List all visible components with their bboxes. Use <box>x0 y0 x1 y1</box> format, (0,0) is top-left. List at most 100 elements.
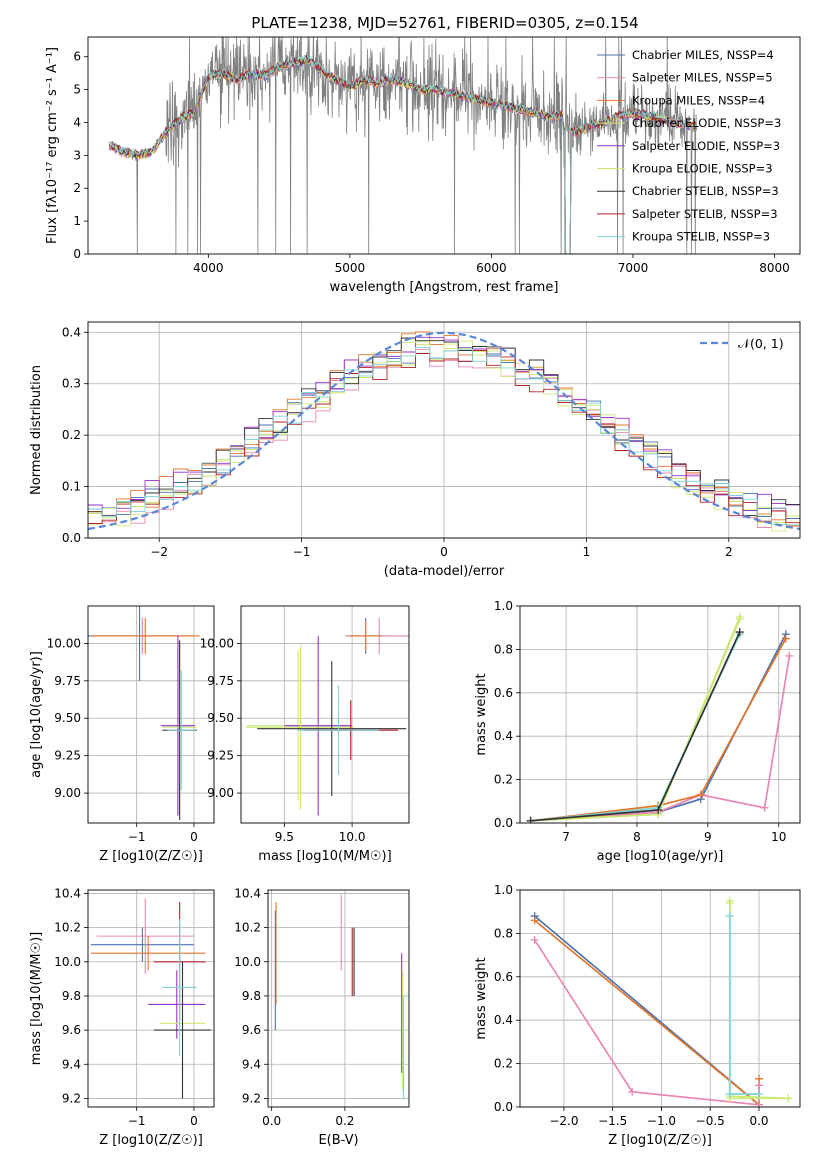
x-tick-label: 7 <box>562 830 570 844</box>
weight-marker-kroupa_stelib <box>725 1089 734 1098</box>
axes-frame <box>267 889 410 1108</box>
y-tick-label: 10.2 <box>234 921 261 935</box>
y-tick-label: 9.00 <box>207 786 234 800</box>
x-tick-label: 8000 <box>759 261 790 275</box>
y-axis-label: Flux [fλ10⁻¹⁷ erg cm⁻² s⁻¹ A⁻¹] <box>45 47 60 244</box>
y-tick-label: 9.6 <box>242 1023 261 1037</box>
plot-area <box>88 331 800 532</box>
weight-marker-kroupa_elodie <box>725 899 734 908</box>
y-tick-label: 1 <box>73 214 81 228</box>
y-tick-label: 0.0 <box>494 816 513 830</box>
residual-histogram-kroupa_stelib <box>88 346 800 526</box>
figure-title: PLATE=1238, MJD=52761, FIBERID=0305, z=0… <box>251 14 638 32</box>
x-tick-label: 9 <box>704 830 712 844</box>
y-axis-label: mass [log10(M/M☉)] <box>29 932 44 1065</box>
weight-marker-kroupa_elodie <box>784 1094 793 1103</box>
weight-marker-salpeter_miles <box>530 935 539 944</box>
weight-marker-kroupa_stelib <box>755 1089 764 1098</box>
x-axis-label: E(B-V) <box>318 1133 358 1148</box>
model-spectrum-line-kroupa_stelib <box>108 55 697 254</box>
weight-marker-salpeter_miles <box>755 1100 764 1107</box>
y-tick-label: 9.25 <box>54 749 81 763</box>
x-tick-label: 10 <box>771 830 786 844</box>
y-tick-label: 9.75 <box>207 674 234 688</box>
y-axis-label: mass weight <box>474 673 489 755</box>
weight-marker-kroupa_miles <box>530 916 539 925</box>
y-tick-label: 9.50 <box>207 711 234 725</box>
axes-frame <box>87 321 801 539</box>
y-tick-label: 9.50 <box>54 711 81 725</box>
weight-marker-chabrier_stelib <box>654 805 663 814</box>
y-tick-label: 9.2 <box>62 1091 81 1105</box>
x-tick-label: −1 <box>293 545 311 559</box>
y-tick-label: 1.0 <box>494 599 513 613</box>
weight-marker-salpeter_miles <box>628 1087 637 1096</box>
plot-area <box>108 37 697 254</box>
weight-marker-kroupa_miles <box>781 634 790 643</box>
residual-histogram-salpeter_miles <box>88 348 800 528</box>
x-axis-label: Z [log10(Z/Z☉)] <box>99 849 203 864</box>
legend-label-kroupa_miles: Kroupa MILES, NSSP=4 <box>632 93 765 107</box>
x-tick-label: −1.5 <box>598 1114 627 1128</box>
x-tick-label: −1 <box>128 830 146 844</box>
y-tick-label: 9.2 <box>242 1091 261 1105</box>
panel-mass-vs-z: −1 0 9.2 9.4 9.6 9.8 10.0 10.2 10.4 Z [log10(Z/Z☉… <box>29 886 215 1148</box>
y-tick-label: 9.00 <box>54 786 81 800</box>
y-tick-label: 0.0 <box>62 531 81 545</box>
y-tick-label: 6 <box>73 50 81 64</box>
axes-frame <box>240 605 410 824</box>
y-tick-label: 10.0 <box>54 955 81 969</box>
x-tick-label: 6000 <box>476 261 507 275</box>
weight-marker-salpeter_miles <box>785 651 794 660</box>
y-tick-label: 9.75 <box>54 674 81 688</box>
normal-distribution-curve <box>88 331 800 531</box>
x-tick-label: 2 <box>725 545 733 559</box>
legend-label-chabrier_elodie: Chabrier ELODIE, NSSP=3 <box>632 116 781 130</box>
x-axis-label: mass [log10(M/M☉)] <box>258 849 391 864</box>
y-tick-label: 0.4 <box>494 1013 513 1027</box>
weight-line-kroupa_miles <box>534 919 760 1107</box>
weight-line-chabrier_elodie <box>530 616 741 822</box>
plot-area <box>88 606 200 821</box>
legend-label-kroupa_stelib: Kroupa STELIB, NSSP=3 <box>632 230 770 244</box>
y-tick-label: 10.4 <box>234 886 261 900</box>
x-axis-label: Z [log10(Z/Z☉)] <box>99 1133 203 1148</box>
y-tick-label: 5 <box>73 83 81 97</box>
y-tick-label: 0.3 <box>62 377 81 391</box>
x-tick-label: 7000 <box>618 261 649 275</box>
weight-line-chabrier_miles <box>530 633 787 822</box>
x-tick-label: −2 <box>150 545 168 559</box>
y-tick-label: 0 <box>73 247 81 261</box>
plot-area <box>526 612 794 823</box>
y-tick-label: 3 <box>73 148 81 162</box>
y-tick-label: 0.6 <box>494 686 513 700</box>
x-tick-label: −1 <box>128 1114 146 1128</box>
y-tick-label: 10.0 <box>234 955 261 969</box>
x-tick-label: 8 <box>633 830 641 844</box>
panel-residuals: −2 −1 0 1 2 0.0 0.1 0.2 0.3 0.4 (data-model)/error… <box>29 321 801 579</box>
plot-area <box>246 617 409 816</box>
y-tick-label: 1.0 <box>494 883 513 897</box>
plot-area <box>90 898 212 1099</box>
weight-line-chabrier_stelib <box>530 631 741 822</box>
x-tick-label: 0.2 <box>335 1114 354 1128</box>
y-tick-label: 9.8 <box>62 989 81 1003</box>
y-tick-label: 10.4 <box>54 886 81 900</box>
x-tick-label: 1 <box>583 545 591 559</box>
observed-spectrum-line <box>108 37 697 254</box>
panel-age-vs-mass: 9.5 10.0 9.00 9.25 9.50 9.75 10.00 mass [log10(… <box>200 605 410 864</box>
weight-line-kroupa_miles <box>530 638 787 822</box>
weight-marker-chabrier_stelib <box>526 816 535 823</box>
axes-frame <box>87 605 215 824</box>
y-tick-label: 2 <box>73 181 81 195</box>
y-tick-label: 9.25 <box>207 749 234 763</box>
weight-line-salpeter_miles <box>530 655 791 822</box>
weight-marker-salpeter_miles <box>755 1081 764 1090</box>
panel-weight-vs-age: 7 8 9 10 0.0 0.2 0.4 0.6 0.8 1.0 age [log10(age/yr… <box>474 599 801 864</box>
weight-marker-kroupa_miles <box>696 790 705 799</box>
y-tick-label: 0.2 <box>494 1057 513 1071</box>
y-tick-label: 9.6 <box>62 1023 81 1037</box>
weight-line-kroupa_stelib <box>530 633 741 822</box>
legend-label-chabrier_stelib: Chabrier STELIB, NSSP=3 <box>632 184 779 198</box>
legend-label-salpeter_elodie: Salpeter ELODIE, NSSP=3 <box>632 139 780 153</box>
